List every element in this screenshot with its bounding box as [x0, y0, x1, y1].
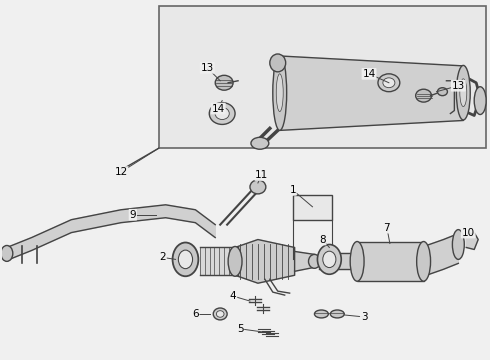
Ellipse shape — [1, 246, 13, 261]
Polygon shape — [319, 253, 357, 269]
Ellipse shape — [323, 251, 336, 267]
Ellipse shape — [276, 74, 283, 112]
Bar — [293, 195, 332, 220]
Ellipse shape — [215, 108, 229, 120]
FancyBboxPatch shape — [159, 6, 486, 148]
Ellipse shape — [438, 88, 447, 96]
Ellipse shape — [460, 79, 467, 107]
Bar — [357, 242, 424, 281]
Text: 9: 9 — [129, 210, 136, 220]
Polygon shape — [7, 205, 215, 260]
Text: 1: 1 — [289, 185, 296, 195]
Ellipse shape — [178, 250, 193, 269]
Ellipse shape — [474, 87, 486, 114]
Text: 14: 14 — [363, 69, 376, 79]
Ellipse shape — [378, 74, 400, 92]
Ellipse shape — [350, 242, 364, 281]
Text: 8: 8 — [319, 234, 326, 244]
Polygon shape — [294, 251, 315, 271]
Text: 6: 6 — [192, 309, 199, 319]
Ellipse shape — [213, 308, 227, 320]
Ellipse shape — [215, 75, 233, 90]
Ellipse shape — [318, 244, 341, 274]
Text: 14: 14 — [212, 104, 225, 113]
Text: 3: 3 — [361, 312, 368, 322]
Polygon shape — [235, 239, 294, 283]
Ellipse shape — [330, 310, 344, 318]
Ellipse shape — [309, 255, 320, 268]
Ellipse shape — [209, 103, 235, 125]
Polygon shape — [280, 56, 464, 130]
Ellipse shape — [228, 247, 242, 276]
Ellipse shape — [383, 78, 395, 88]
Text: 13: 13 — [452, 81, 465, 91]
Text: 10: 10 — [462, 228, 475, 238]
Text: 5: 5 — [237, 324, 244, 334]
Ellipse shape — [456, 66, 470, 120]
Text: 13: 13 — [201, 63, 214, 73]
Ellipse shape — [315, 310, 328, 318]
Text: 4: 4 — [230, 291, 236, 301]
Polygon shape — [424, 234, 458, 276]
Text: 12: 12 — [114, 167, 127, 177]
Ellipse shape — [416, 242, 431, 281]
Ellipse shape — [416, 89, 432, 102]
Text: 11: 11 — [255, 170, 269, 180]
Polygon shape — [200, 247, 238, 275]
Text: 7: 7 — [384, 222, 390, 233]
Ellipse shape — [172, 243, 198, 276]
Ellipse shape — [250, 180, 266, 194]
Ellipse shape — [270, 54, 286, 72]
Ellipse shape — [251, 137, 269, 149]
Ellipse shape — [217, 311, 224, 317]
Text: 2: 2 — [159, 252, 166, 262]
Ellipse shape — [452, 230, 465, 260]
Polygon shape — [466, 233, 478, 249]
Ellipse shape — [273, 55, 287, 130]
